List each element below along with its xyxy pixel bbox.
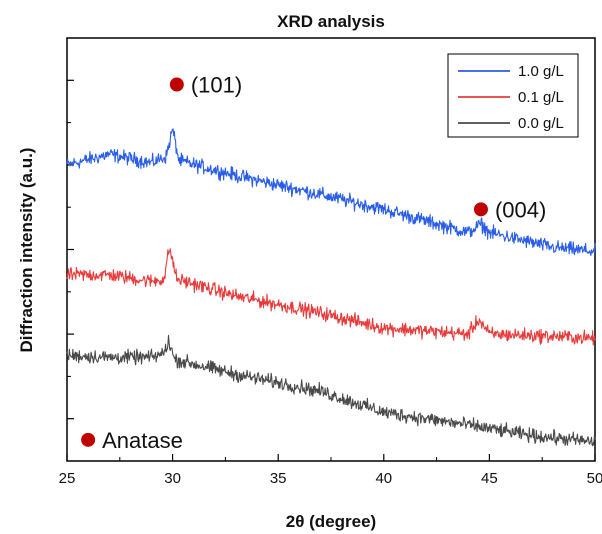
x-tick-label: 45 [481,470,498,487]
x-tick-label: 35 [270,470,287,487]
series-line-0 [66,128,596,257]
series-layer [66,128,596,447]
y-axis-ticks [67,79,74,420]
series-line-1 [66,248,596,346]
legend: 1.0 g/L 0.1 g/L 0.0 g/L [447,53,579,138]
legend-label-1: 0.1 g/L [518,89,564,106]
x-tick-label: 40 [375,470,392,487]
x-tick-label: 25 [59,470,76,487]
x-axis-ticks: 25 30 35 40 45 50 [59,454,602,487]
x-tick-label: 30 [164,470,181,487]
x-axis-label: 2θ (degree) [286,512,376,531]
anatase-marker-dot [81,432,96,447]
annotations: (101) (004) Anatase [81,73,546,453]
legend-label-0: 1.0 g/L [518,63,564,80]
annotation-label: Anatase [102,428,183,453]
series-line-2 [66,334,596,447]
annotation-label: (101) [191,73,242,98]
anatase-marker-dot [169,77,184,92]
chart-title: XRD analysis [277,12,385,31]
annotation-label: (004) [495,197,546,222]
anatase-marker-dot [473,202,488,217]
y-axis-label: Diffraction intensity (a.u.) [17,148,36,353]
x-tick-label: 50 [587,470,602,487]
legend-label-2: 0.0 g/L [518,115,564,132]
